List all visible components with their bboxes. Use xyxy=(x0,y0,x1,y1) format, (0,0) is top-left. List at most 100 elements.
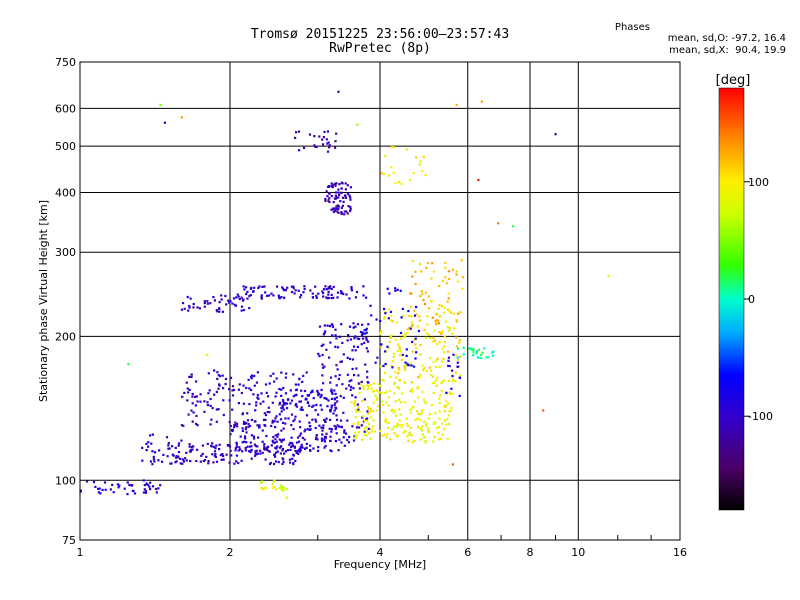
echo-point xyxy=(275,440,278,443)
echo-point xyxy=(189,450,192,453)
echo-point xyxy=(330,428,333,431)
echo-point xyxy=(365,347,368,350)
echo-point xyxy=(288,443,291,446)
echo-point xyxy=(97,487,100,490)
echo-point xyxy=(433,339,437,342)
echo-point xyxy=(123,487,126,490)
echo-point xyxy=(446,326,449,329)
echo-point xyxy=(281,462,284,466)
echo-point xyxy=(207,462,210,465)
echo-point xyxy=(278,487,281,490)
echo-point xyxy=(400,426,403,429)
echo-point xyxy=(425,332,428,335)
echo-point xyxy=(260,480,264,483)
echo-point xyxy=(424,440,427,443)
echo-point xyxy=(169,462,172,465)
echo-point xyxy=(441,433,444,436)
echo-point xyxy=(255,401,258,404)
echo-point xyxy=(252,290,255,293)
echo-point xyxy=(327,286,330,289)
echo-point xyxy=(444,276,447,279)
echo-point xyxy=(215,444,218,447)
echo-point xyxy=(253,437,256,440)
echo-point xyxy=(98,487,101,490)
echo-point xyxy=(285,487,288,490)
echo-point xyxy=(279,418,283,421)
echo-point xyxy=(206,404,209,407)
echo-point xyxy=(292,420,295,423)
echo-point xyxy=(434,366,437,369)
echo-point xyxy=(213,450,217,453)
echo-point xyxy=(111,483,114,486)
echo-point xyxy=(264,414,268,417)
echo-point xyxy=(346,192,350,195)
echo-point xyxy=(313,144,316,147)
echo-point xyxy=(329,409,332,412)
echo-point xyxy=(362,337,365,340)
echo-point xyxy=(259,449,262,452)
echo-point xyxy=(295,441,299,444)
echo-point xyxy=(349,207,352,211)
echo-point xyxy=(273,420,276,423)
echo-point xyxy=(393,432,396,435)
echo-point xyxy=(487,356,490,359)
echo-point xyxy=(386,287,389,290)
echo-point xyxy=(211,453,214,456)
echo-point xyxy=(449,409,452,413)
echo-point xyxy=(242,402,245,405)
echo-point xyxy=(319,404,322,407)
echo-point xyxy=(330,185,333,188)
echo-point xyxy=(237,388,240,391)
echo-point xyxy=(419,160,422,163)
echo-point xyxy=(256,452,259,455)
echo-point xyxy=(400,337,403,340)
echo-point xyxy=(372,419,375,422)
echo-point xyxy=(430,300,433,303)
echo-point xyxy=(127,363,130,366)
y-axis: 75 100 200 300 400 500 600 750 xyxy=(55,56,76,547)
echo-point xyxy=(411,389,414,392)
echo-point xyxy=(391,320,394,323)
echo-point xyxy=(328,427,331,430)
echo-point xyxy=(243,435,247,438)
echo-point xyxy=(340,181,343,184)
echo-point xyxy=(451,375,454,378)
echo-point xyxy=(172,454,175,457)
echo-point xyxy=(354,325,357,328)
echo-point xyxy=(270,292,273,295)
echo-point xyxy=(271,486,274,489)
echo-point xyxy=(449,391,452,394)
echo-point xyxy=(203,305,206,308)
echo-point xyxy=(371,390,375,393)
echo-point xyxy=(295,405,298,408)
echo-point xyxy=(196,400,199,403)
echo-point xyxy=(381,378,384,381)
echo-point xyxy=(397,387,400,390)
echo-point xyxy=(440,381,443,385)
echo-point xyxy=(271,483,274,486)
echo-point xyxy=(282,461,285,464)
echo-point xyxy=(447,414,450,417)
echo-point xyxy=(414,418,417,422)
echo-point xyxy=(362,387,365,390)
echo-point xyxy=(324,397,328,400)
echo-point xyxy=(368,411,371,414)
echo-point xyxy=(372,401,375,404)
echo-point xyxy=(409,292,412,295)
echo-point xyxy=(341,341,344,344)
echo-point xyxy=(375,409,378,412)
echo-point xyxy=(228,301,231,304)
echo-point xyxy=(326,405,329,408)
echo-point xyxy=(221,374,224,377)
echo-point xyxy=(260,487,263,490)
echo-point xyxy=(282,386,285,390)
echo-point xyxy=(335,418,339,421)
echo-point xyxy=(333,197,336,200)
echo-point xyxy=(322,424,325,427)
echo-point xyxy=(455,345,459,348)
echo-point xyxy=(400,316,403,319)
echo-point xyxy=(343,429,346,432)
echo-point xyxy=(290,290,294,294)
echo-point xyxy=(387,396,390,399)
